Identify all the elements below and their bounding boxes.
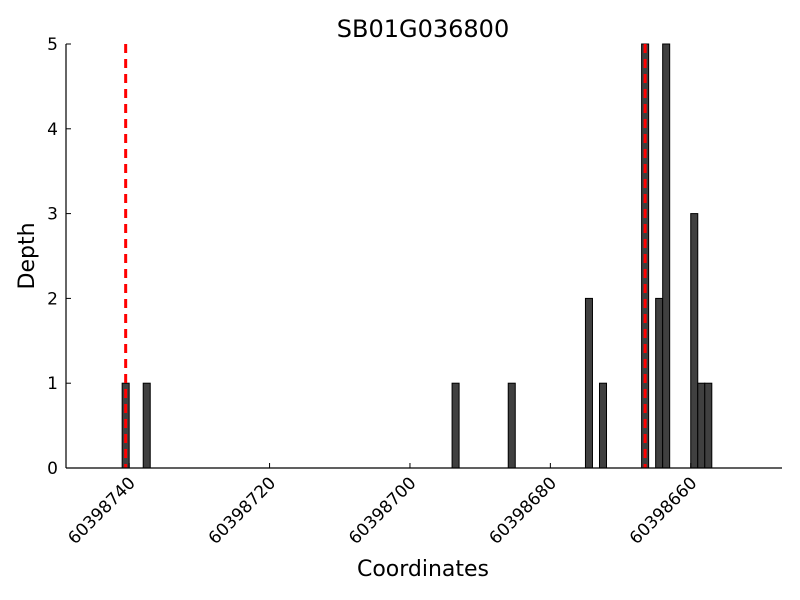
depth-bar	[451, 382, 460, 469]
depth-bar	[655, 297, 664, 469]
bars-layer	[121, 43, 713, 469]
depth-bar	[598, 382, 608, 469]
x-tick-label: 60398660	[626, 473, 701, 548]
y-tick-label: 1	[47, 374, 58, 394]
depth-bar	[584, 297, 593, 469]
y-tick-label: 2	[47, 289, 58, 309]
y-axis-label: Depth	[15, 222, 40, 289]
depth-bar	[662, 43, 671, 469]
y-tick-label: 5	[47, 35, 58, 55]
y-tick-label: 3	[47, 205, 58, 225]
x-tick-label: 60398720	[205, 473, 280, 548]
depth-bar	[142, 382, 151, 469]
x-tick-label: 60398740	[64, 473, 139, 548]
axes-layer: 0 1 2 3 4 5 60398740 60398720 60398700 60398680 60…	[47, 35, 782, 549]
depth-bar	[697, 382, 706, 469]
chart-title: SB01G036800	[337, 15, 509, 43]
y-tick-label: 0	[47, 459, 58, 479]
x-axis-label: Coordinates	[357, 557, 489, 582]
y-tick-label: 4	[47, 120, 58, 140]
markers-layer	[124, 44, 647, 468]
x-tick-label: 60398700	[345, 473, 420, 548]
depth-bar	[690, 213, 699, 469]
depth-bar	[507, 382, 516, 469]
depth-bar	[704, 382, 713, 469]
x-tick-label: 60398680	[486, 473, 561, 548]
